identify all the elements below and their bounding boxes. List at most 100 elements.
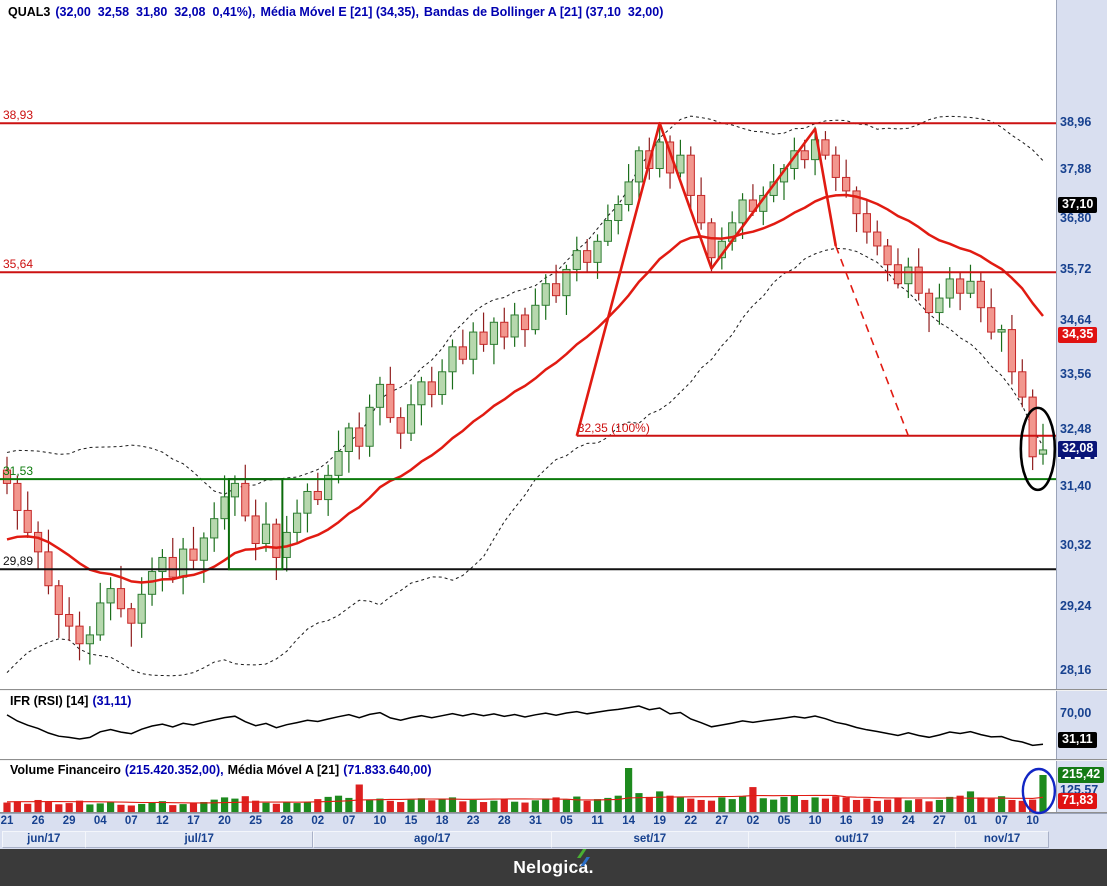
candle-body — [116, 588, 126, 610]
price-axis-label: 38,96 — [1060, 114, 1092, 129]
candle-body — [852, 190, 861, 215]
volume-bar — [625, 768, 633, 812]
date-tick: 05 — [777, 815, 791, 827]
volume-bar — [272, 803, 280, 812]
candle-body — [1038, 449, 1048, 455]
candle-body — [583, 250, 592, 263]
volume-bar — [666, 795, 674, 812]
volume-bar — [438, 799, 446, 812]
month-band-set-17[interactable]: set/17 — [551, 831, 749, 848]
volume-bar — [770, 799, 778, 812]
volume-bar — [252, 800, 260, 812]
volume-bar — [24, 803, 32, 812]
volume-bar — [832, 796, 840, 812]
month-band-ago-17[interactable]: ago/17 — [312, 831, 552, 848]
candle-body — [956, 278, 965, 294]
volume-bar — [407, 799, 415, 812]
volume-bar — [1029, 799, 1037, 812]
candle-body — [520, 314, 530, 331]
candle-body — [893, 264, 903, 285]
rsi-upper-label: 70,00 — [1060, 706, 1092, 720]
candle-body — [220, 496, 229, 520]
candle-body — [365, 406, 374, 447]
volume-bar — [448, 797, 457, 812]
ema-indicator-label: Média Móvel E [21] (34,35), — [260, 5, 419, 19]
candle-body — [800, 150, 809, 161]
volume-name: Volume Financeiro — [10, 763, 121, 777]
volume-highlight-ellipse[interactable] — [1021, 767, 1057, 815]
candle-body — [966, 280, 975, 294]
volume-bar — [262, 802, 270, 812]
bollinger-bands — [6, 115, 1044, 677]
volume-bar — [75, 800, 84, 812]
volume-bar — [34, 799, 42, 812]
volume-value: (215.420.352,00), — [124, 763, 224, 777]
candle-body — [458, 346, 467, 360]
volume-bar — [376, 798, 384, 812]
volume-bar — [386, 800, 394, 812]
volume-bar — [531, 800, 539, 812]
date-tick: 31 — [528, 815, 542, 827]
candle-body — [987, 307, 996, 333]
volume-bar — [542, 798, 550, 812]
date-tick: 19 — [653, 815, 667, 827]
volume-bar — [904, 800, 912, 812]
date-tick: 16 — [839, 815, 853, 827]
volume-bar — [169, 805, 177, 812]
candle-body — [96, 602, 105, 636]
volume-bar — [1018, 800, 1026, 812]
trend-zigzag[interactable] — [575, 121, 838, 437]
month-band-nov-17[interactable]: nov/17 — [955, 831, 1049, 848]
date-tick: 27 — [715, 815, 729, 827]
volume-bar — [210, 799, 218, 812]
candle-body — [489, 321, 499, 345]
price-axis-label: 32,48 — [1060, 422, 1092, 436]
support-box[interactable] — [227, 478, 284, 571]
date-tick: 24 — [901, 815, 915, 827]
candle-body — [831, 154, 840, 178]
date-tick: 11 — [591, 815, 604, 827]
volume-bar — [324, 796, 332, 812]
brand-logo: Nelogica. — [513, 849, 594, 878]
volume-bar — [334, 795, 343, 812]
volume-bar — [44, 802, 53, 812]
highlight-ellipse[interactable] — [1019, 406, 1057, 492]
volume-bar — [738, 796, 747, 812]
volume-bar — [573, 796, 581, 812]
brand-name: Nelogica. — [513, 857, 594, 877]
price-axis-label: 30,32 — [1060, 538, 1092, 553]
month-band-jul-17[interactable]: jul/17 — [84, 831, 314, 848]
bollinger-upper-badge: 37,10 — [1058, 196, 1098, 213]
bollinger-indicator-label: Bandas de Bollinger A [21] (37,10 32,00) — [423, 5, 664, 19]
candle-body — [427, 381, 436, 396]
volume-ma-name: Média Móvel A [21] — [227, 763, 340, 777]
candle-body — [438, 371, 447, 396]
trend-dashed-line[interactable] — [835, 245, 910, 437]
candle-body — [624, 181, 633, 206]
volume-bar — [811, 797, 819, 812]
candle-body — [603, 220, 612, 242]
volume-bar — [345, 797, 353, 812]
volume-bar — [231, 798, 239, 812]
date-tick: 14 — [622, 815, 635, 827]
volume-ma-badge: 71,83 — [1058, 793, 1098, 809]
price-axis — [1056, 0, 1107, 813]
volume-bar — [490, 800, 498, 812]
date-tick: 12 — [155, 815, 169, 827]
rsi-name: IFR (RSI) [14] — [10, 694, 89, 708]
volume-bar — [894, 798, 902, 812]
footer-bar: Nelogica. — [0, 849, 1107, 886]
candle-body — [448, 346, 457, 373]
volume-bar — [459, 801, 467, 812]
price-axis-label: 33,56 — [1060, 366, 1092, 381]
volume-bar — [759, 798, 767, 812]
volume-bar — [96, 803, 104, 812]
candle-body — [210, 518, 219, 539]
candle-body — [199, 537, 208, 561]
volume-bar — [687, 798, 695, 812]
candle-body — [241, 482, 250, 517]
candle-body — [386, 383, 395, 419]
volume-bar — [925, 801, 933, 812]
